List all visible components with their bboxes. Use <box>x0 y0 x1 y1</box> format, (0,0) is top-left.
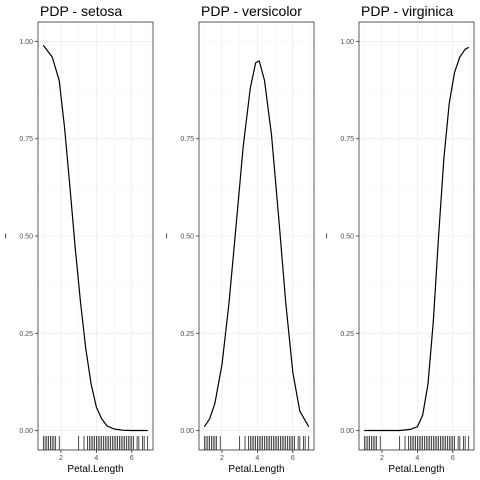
panel-2: 0.00 0.25 0.50 0.75 2 4 6 PDP - versicolor Petal… <box>162 3 315 475</box>
y-tick-label: 0.75 <box>19 136 33 143</box>
y-axis-label: ~ <box>322 233 333 239</box>
y-tick-label: 0.50 <box>180 234 194 241</box>
y-tick-label: 0.25 <box>19 331 33 338</box>
pdp-line <box>42 44 148 432</box>
x-tick-label: 4 <box>255 455 259 462</box>
panel-3: 0.00 0.25 0.50 0.75 1.00 2 4 6 PDP - virginica Pe… <box>322 3 475 475</box>
y-tick-label: 0.25 <box>340 331 354 338</box>
x-tick-label: 4 <box>415 455 419 462</box>
y-tick-label: 1.00 <box>19 39 33 46</box>
y-axis-label: ~ <box>1 233 12 239</box>
y-tick-label: 0.75 <box>180 136 194 143</box>
x-tick-label: 4 <box>94 455 98 462</box>
panel-title: PDP - virginica <box>361 3 454 19</box>
x-axis-label: Petal.Length <box>228 464 284 475</box>
x-tick-label: 2 <box>59 455 63 462</box>
x-tick-label: 6 <box>130 455 134 462</box>
y-tick-label: 0.75 <box>340 136 354 143</box>
y-tick-label: 0.50 <box>340 234 354 241</box>
panel-1: 0.00 0.25 0.50 0.75 1.00 2 4 6 PDP - setosa Petal… <box>1 3 154 475</box>
x-tick-label: 6 <box>291 455 295 462</box>
y-tick-label: 0.00 <box>340 428 354 435</box>
panel-title: PDP - versicolor <box>201 3 302 19</box>
y-tick-label: 0.50 <box>19 234 33 241</box>
y-tick-label: 0.00 <box>19 428 33 435</box>
y-tick-label: 0.00 <box>180 428 194 435</box>
x-axis-label: Petal.Length <box>388 464 444 475</box>
y-axis-label: ~ <box>162 233 173 239</box>
x-tick-label: 6 <box>451 455 455 462</box>
x-axis-label: Petal.Length <box>67 464 123 475</box>
pdp-line <box>203 60 310 428</box>
panel-title: PDP - setosa <box>40 3 122 19</box>
x-tick-label: 2 <box>220 455 224 462</box>
y-tick-label: 0.25 <box>180 331 194 338</box>
pdp-line <box>364 46 469 432</box>
y-tick-label: 1.00 <box>340 39 354 46</box>
x-tick-label: 2 <box>380 455 384 462</box>
